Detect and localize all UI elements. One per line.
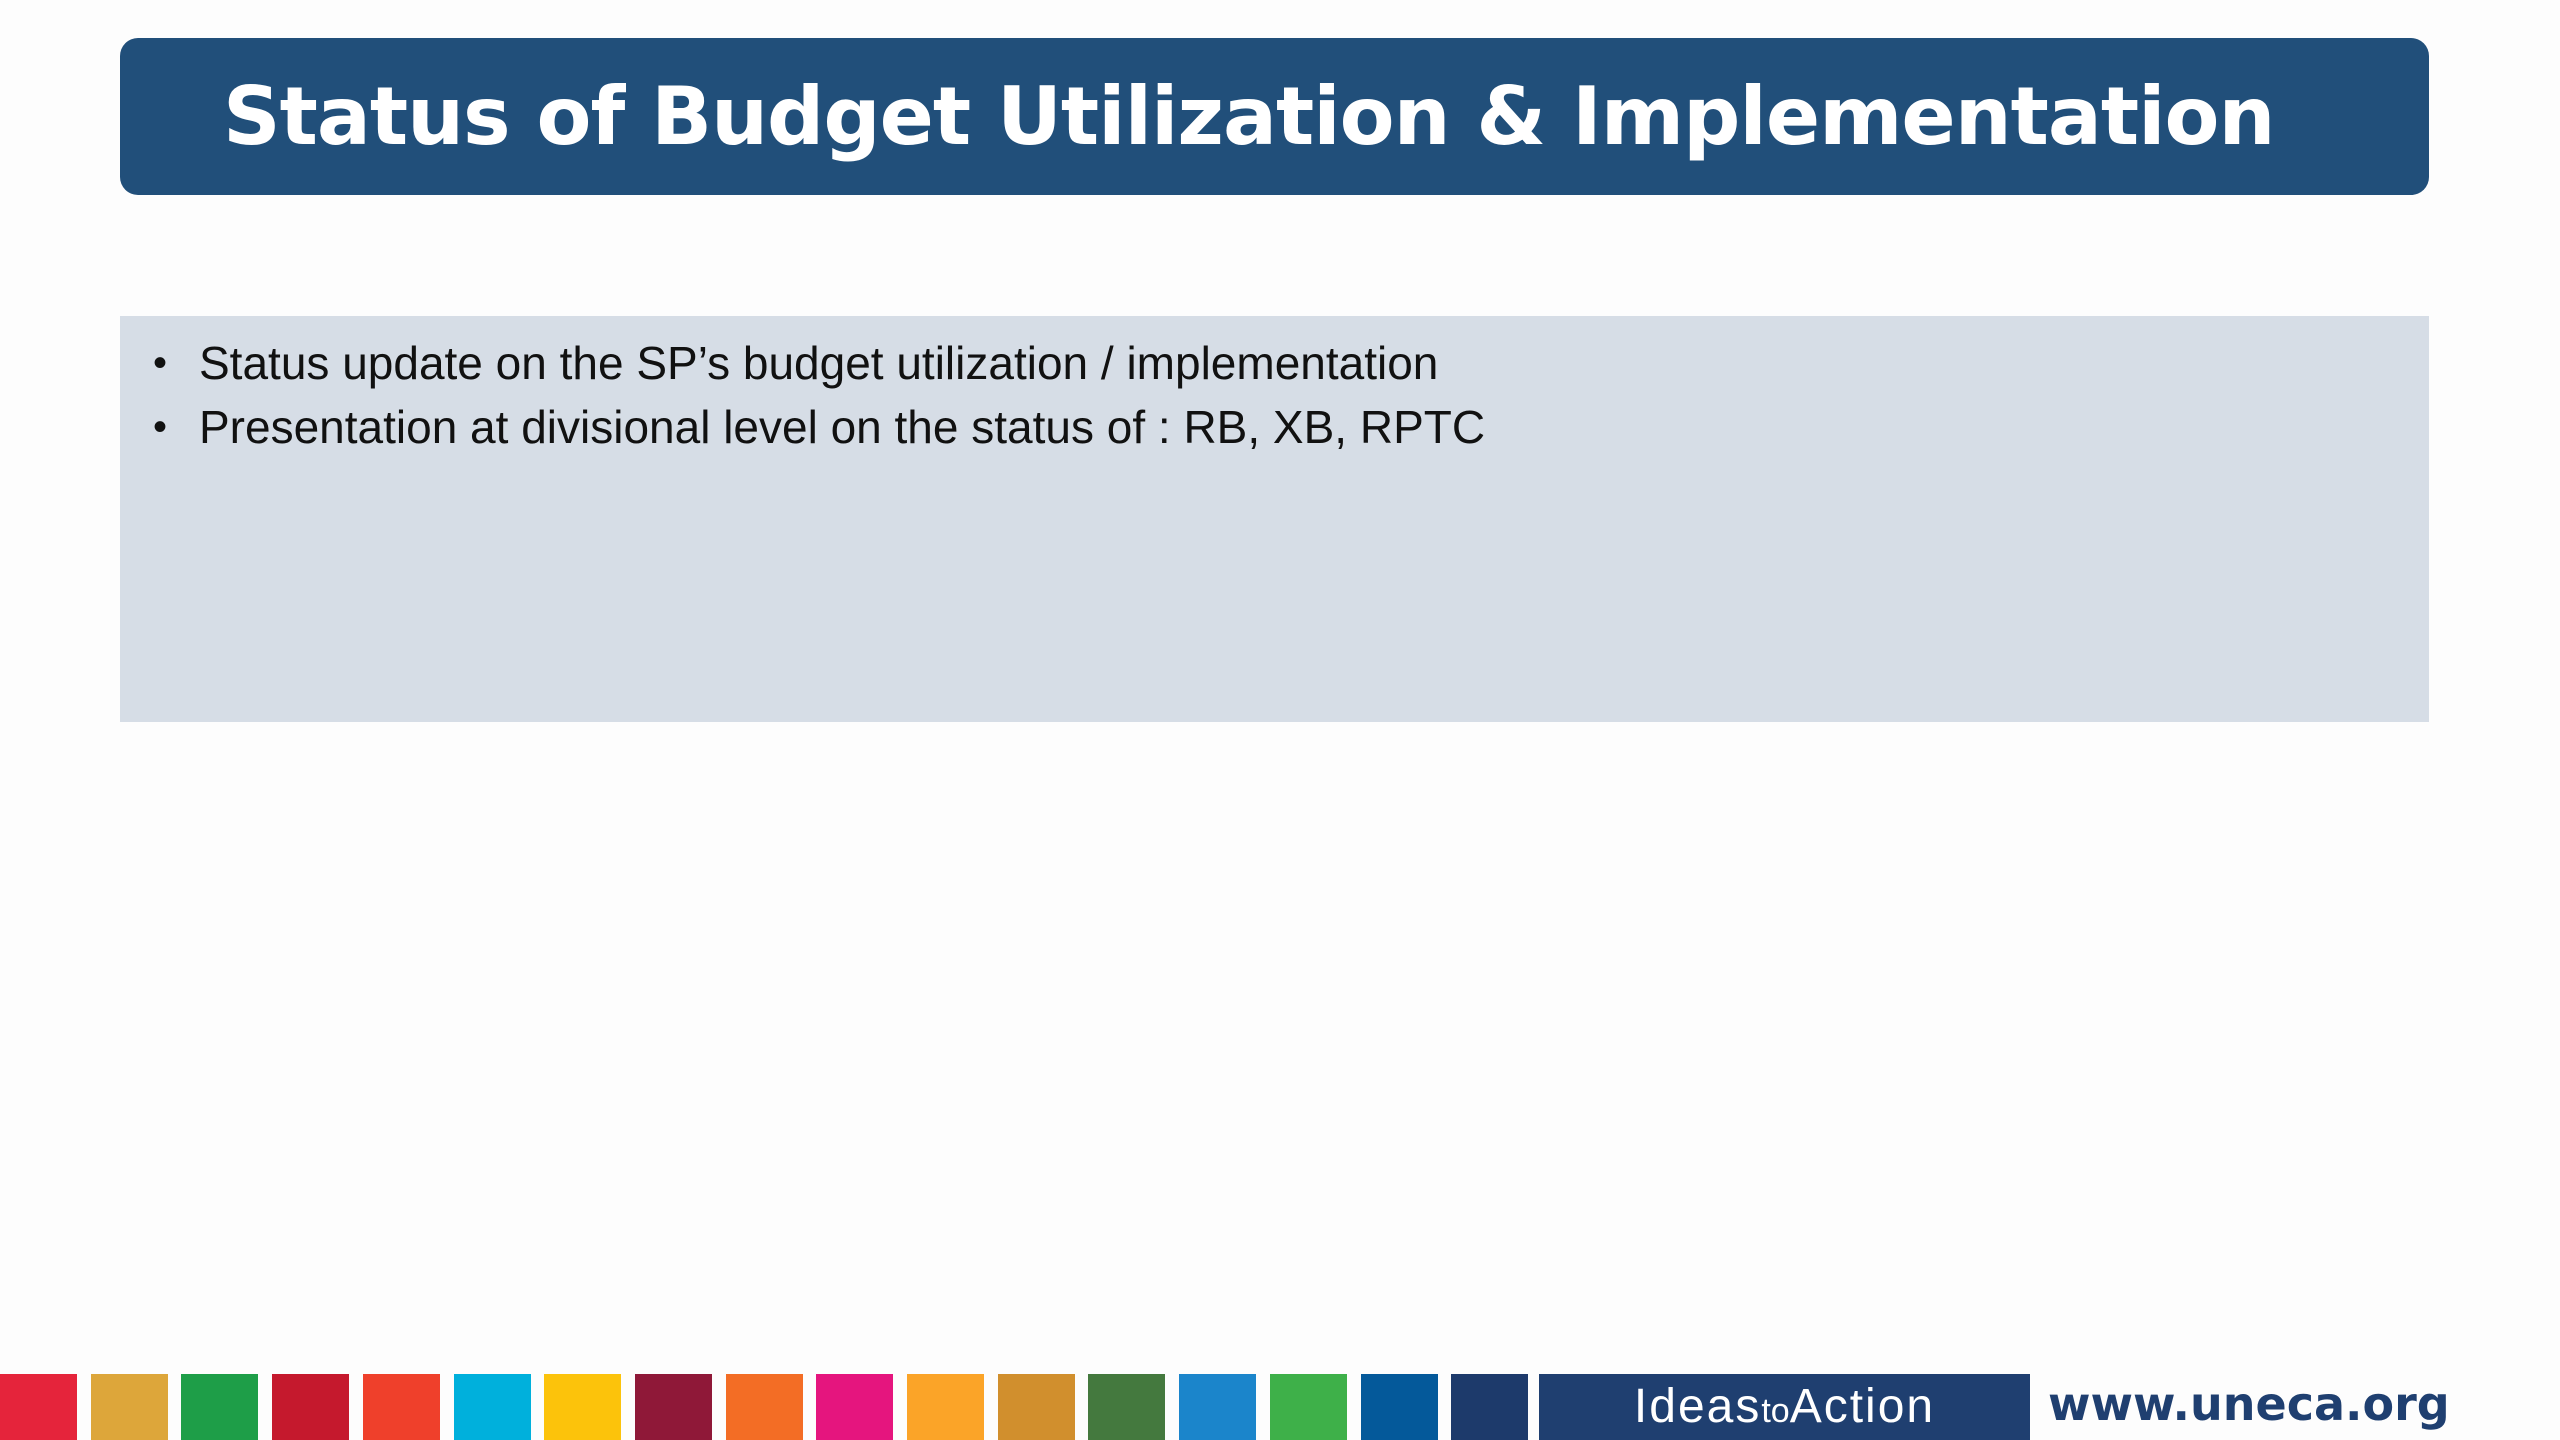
sdg-color-square (181, 1374, 258, 1440)
sdg-color-square (363, 1374, 440, 1440)
sdg-color-square (0, 1374, 77, 1440)
footer-strip: IdeastoAction www.uneca.org (0, 1374, 2560, 1440)
sdg-color-square (816, 1374, 893, 1440)
sdg-color-square (544, 1374, 621, 1440)
sdg-color-square (1270, 1374, 1347, 1440)
sdg-color-square (1451, 1374, 1528, 1440)
tagline-to: to (1761, 1392, 1790, 1430)
bullet-item: • Presentation at divisional level on th… (120, 395, 2429, 459)
slide-title: Status of Budget Utilization & Implement… (223, 70, 2275, 163)
sdg-color-square (726, 1374, 803, 1440)
sdg-color-square (272, 1374, 349, 1440)
tagline-ideas: Ideas (1633, 1380, 1762, 1433)
sdg-color-square (1361, 1374, 1438, 1440)
ideas-to-action-logo: IdeastoAction (1539, 1374, 2030, 1440)
website-url: www.uneca.org (2048, 1377, 2450, 1431)
bullet-icon: • (152, 405, 167, 449)
sdg-color-square (91, 1374, 168, 1440)
bullet-item: • Status update on the SP’s budget utili… (120, 331, 2429, 395)
bullet-text: Presentation at divisional level on the … (199, 401, 1486, 453)
bullet-text: Status update on the SP’s budget utiliza… (199, 337, 1439, 389)
sdg-color-square (907, 1374, 984, 1440)
bullet-list: • Status update on the SP’s budget utili… (120, 331, 2429, 459)
sdg-color-square (454, 1374, 531, 1440)
tagline-action: Action (1789, 1380, 1936, 1433)
sdg-color-square (1088, 1374, 1165, 1440)
sdg-color-square (1179, 1374, 1256, 1440)
sdg-color-square (635, 1374, 712, 1440)
bullet-icon: • (152, 341, 167, 385)
sdg-color-square (998, 1374, 1075, 1440)
content-box: • Status update on the SP’s budget utili… (120, 316, 2429, 722)
title-banner: Status of Budget Utilization & Implement… (120, 38, 2429, 195)
